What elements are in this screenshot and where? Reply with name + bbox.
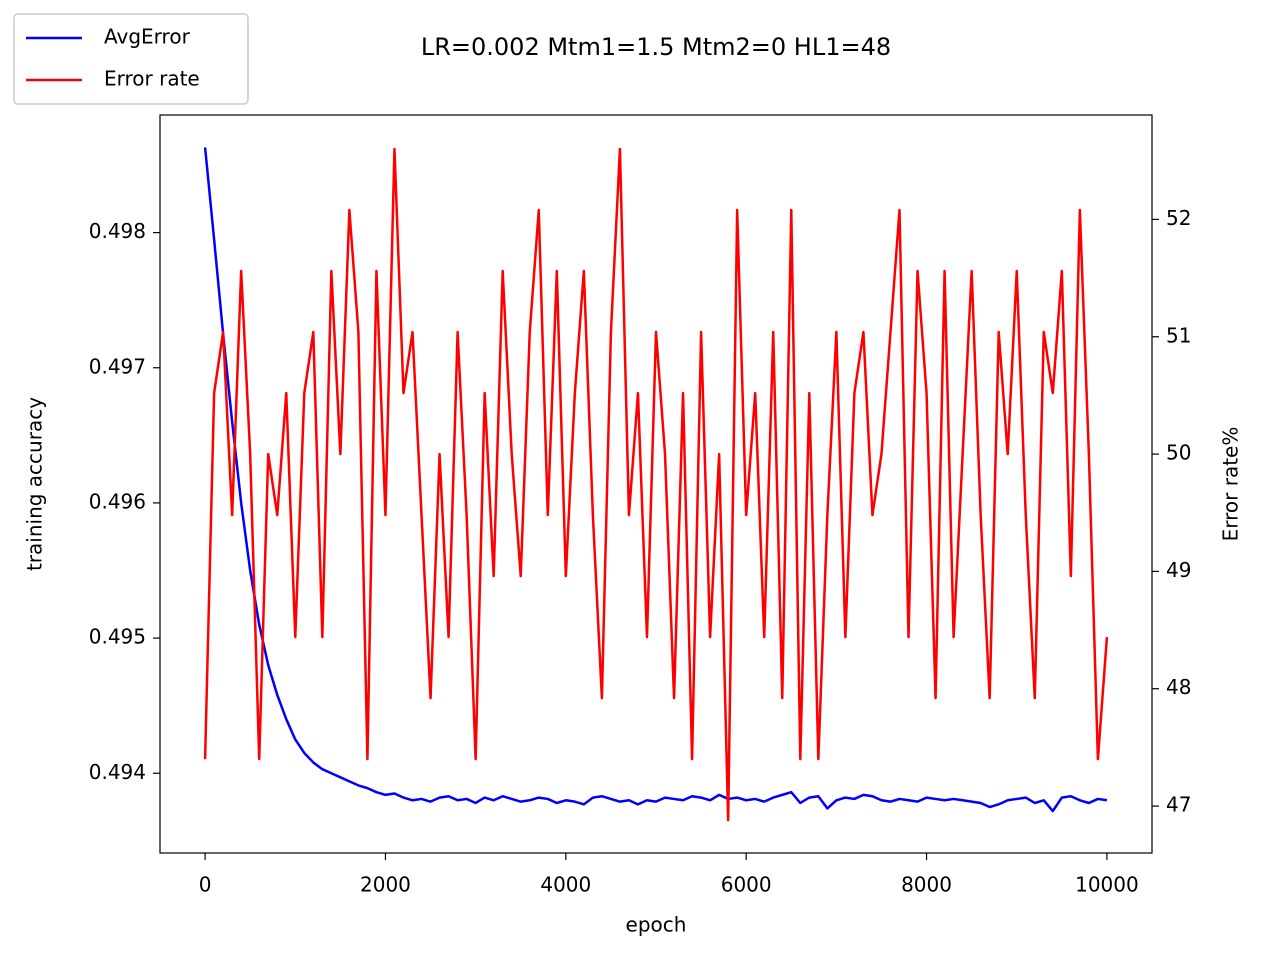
legend-label: Error rate	[104, 67, 200, 91]
x-tick-label: 0	[199, 873, 212, 897]
y2-axis-label: Error rate%	[1219, 427, 1243, 542]
y2-tick-label: 48	[1166, 675, 1191, 699]
x-tick-label: 6000	[721, 873, 772, 897]
data-line	[203, 147, 1109, 822]
y2-tick-label: 49	[1166, 558, 1191, 582]
y2-tick-label: 50	[1166, 441, 1191, 465]
x-axis-label: epoch	[626, 913, 687, 937]
y2-tick-label: 52	[1166, 206, 1191, 230]
x-tick-label: 4000	[540, 873, 591, 897]
x-tick-label: 10000	[1075, 873, 1139, 897]
y-tick-label: 0.495	[89, 625, 146, 649]
plot-frame	[159, 114, 1153, 854]
y-axis-label: training accuracy	[23, 397, 47, 571]
x-tick-label: 8000	[901, 873, 952, 897]
y2-tick-label: 47	[1166, 793, 1191, 817]
y2-tick-label: 51	[1166, 323, 1191, 347]
y-tick-label: 0.496	[89, 489, 146, 513]
y-tick-label: 0.497	[89, 354, 146, 378]
x-tick-label: 2000	[360, 873, 411, 897]
y-tick-label: 0.494	[89, 760, 146, 784]
data-line	[203, 147, 1108, 813]
legend-label: AvgError	[104, 25, 191, 49]
chart-title: LR=0.002 Mtm1=1.5 Mtm2=0 HL1=48	[421, 33, 891, 61]
y-tick-label: 0.498	[89, 219, 146, 243]
legend-box	[13, 13, 249, 105]
